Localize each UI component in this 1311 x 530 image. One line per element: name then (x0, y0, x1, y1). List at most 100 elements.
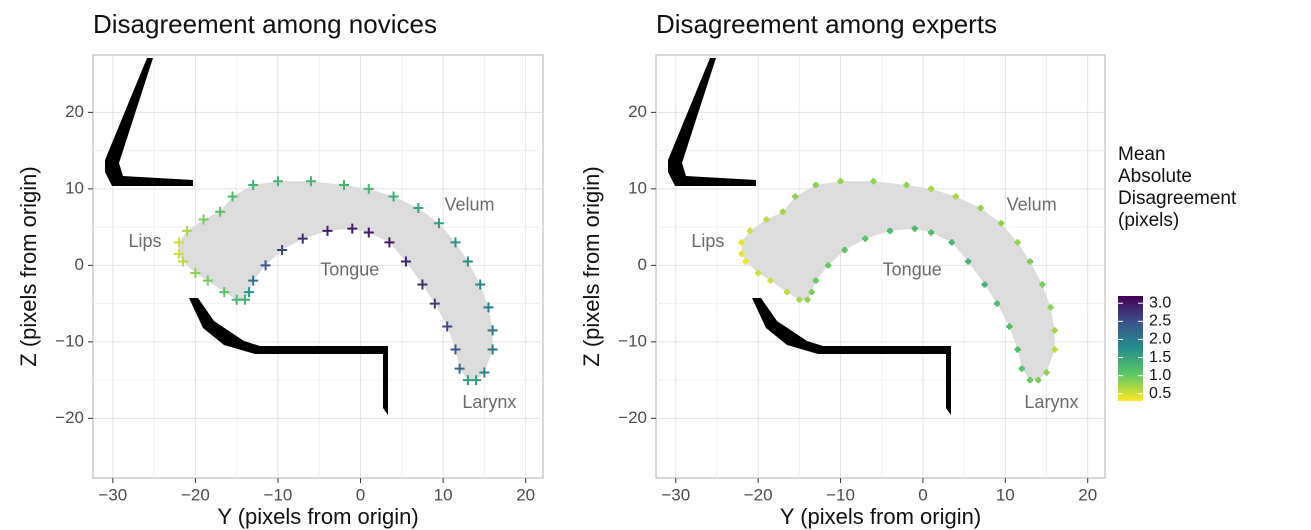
chart-title: Disagreement among novices (93, 9, 437, 39)
contour-point (994, 300, 1001, 307)
contour-point (1035, 377, 1042, 384)
contour-point (219, 287, 230, 298)
y-axis-label: Z (pixels from origin) (579, 166, 604, 366)
contour-point (442, 321, 453, 332)
contour-point (487, 344, 498, 355)
x-tick-label: 20 (1078, 485, 1097, 504)
contour-point (903, 182, 910, 189)
contour-point (277, 245, 288, 256)
annotation: Larynx (462, 392, 516, 412)
y-tick-label: 10 (628, 178, 647, 197)
contour-point (746, 227, 753, 234)
legend-title: (pixels) (1118, 210, 1179, 231)
contour-point (965, 258, 972, 265)
contour-point (837, 178, 844, 185)
contour-point (450, 237, 461, 248)
colorbar-tick-label: 0.5 (1149, 385, 1171, 402)
contour-point (998, 220, 1005, 227)
annotation: Velum (444, 194, 494, 214)
contour-point (808, 289, 815, 296)
contour-point (483, 302, 494, 313)
contour-point (347, 223, 358, 234)
annotation: Lips (691, 231, 724, 251)
contour-point (796, 296, 803, 303)
annotation: Tongue (320, 259, 379, 279)
contour-point (339, 180, 350, 191)
contour-point (1027, 258, 1034, 265)
contour-point (1051, 327, 1058, 334)
plot-panel (655, 54, 1106, 479)
chart-title: Disagreement among experts (656, 9, 997, 39)
anatomy-outline (668, 58, 951, 415)
contour-point (862, 235, 869, 242)
contour-point (202, 275, 213, 286)
x-tick-label: −20 (181, 485, 210, 504)
annotation: Tongue (883, 259, 942, 279)
contour-point (190, 268, 201, 279)
contour-point (231, 294, 242, 305)
contour-point (812, 182, 819, 189)
contour-point (417, 279, 428, 290)
y-tick-label: 0 (75, 255, 84, 274)
contour-point (738, 250, 745, 257)
contour-point (981, 281, 988, 288)
contour-point (870, 178, 877, 185)
contour-point (841, 247, 848, 254)
legend-title: Disagreement (1118, 188, 1237, 209)
colorbar (1118, 296, 1143, 401)
contour-point (767, 277, 774, 284)
y-tick-label: −20 (618, 408, 647, 427)
colorbar-tick-label: 2.0 (1149, 331, 1171, 348)
contour-point (1039, 281, 1046, 288)
contour-point (479, 367, 490, 378)
y-tick-label: 10 (65, 178, 84, 197)
contour-point (475, 279, 486, 290)
x-tick-label: 10 (434, 485, 453, 504)
contour-point (322, 225, 333, 236)
contour-point (215, 206, 226, 217)
contour-point (1051, 346, 1058, 353)
annotation: Lips (129, 231, 162, 251)
contour-point (1047, 304, 1054, 311)
x-tick-label: 20 (516, 485, 535, 504)
contour-point (487, 325, 498, 336)
contour-point (305, 176, 316, 187)
contour-point (977, 204, 984, 211)
y-tick-label: 0 (638, 255, 647, 274)
plot-panel (92, 54, 544, 479)
contour-point (886, 227, 893, 234)
contour-point (928, 185, 935, 192)
x-tick-label: 0 (918, 485, 927, 504)
contour-point (911, 225, 918, 232)
contour-point (1006, 323, 1013, 330)
anatomy-outline (105, 58, 388, 415)
contour-point (198, 214, 209, 225)
contour-point (297, 233, 308, 244)
contour-point (1027, 377, 1034, 384)
contour-point (1014, 239, 1021, 246)
contour-point (363, 227, 374, 238)
contour-point (779, 208, 786, 215)
y-axis-label: Z (pixels from origin) (16, 166, 41, 366)
vocal-tract-region (178, 181, 493, 381)
annotation: Larynx (1024, 392, 1078, 412)
contour-point (1043, 369, 1050, 376)
colorbar-tick-label: 1.5 (1149, 349, 1171, 366)
y-tick-label: 20 (628, 102, 647, 121)
legend-title: Absolute (1118, 166, 1192, 187)
contour-point (173, 248, 184, 259)
contour-point (429, 298, 440, 309)
x-tick-label: −10 (264, 485, 293, 504)
contour-point (948, 239, 955, 246)
contour-point (763, 216, 770, 223)
x-tick-label: 0 (356, 485, 365, 504)
contour-point (462, 375, 473, 386)
colorbar-tick-label: 3.0 (1149, 294, 1171, 311)
y-tick-label: 20 (65, 102, 84, 121)
contour-point (182, 225, 193, 236)
contour-point (792, 193, 799, 200)
contour-point (178, 256, 188, 267)
contour-point (227, 191, 238, 202)
annotation: Velum (1007, 194, 1057, 214)
contour-point (462, 256, 473, 267)
